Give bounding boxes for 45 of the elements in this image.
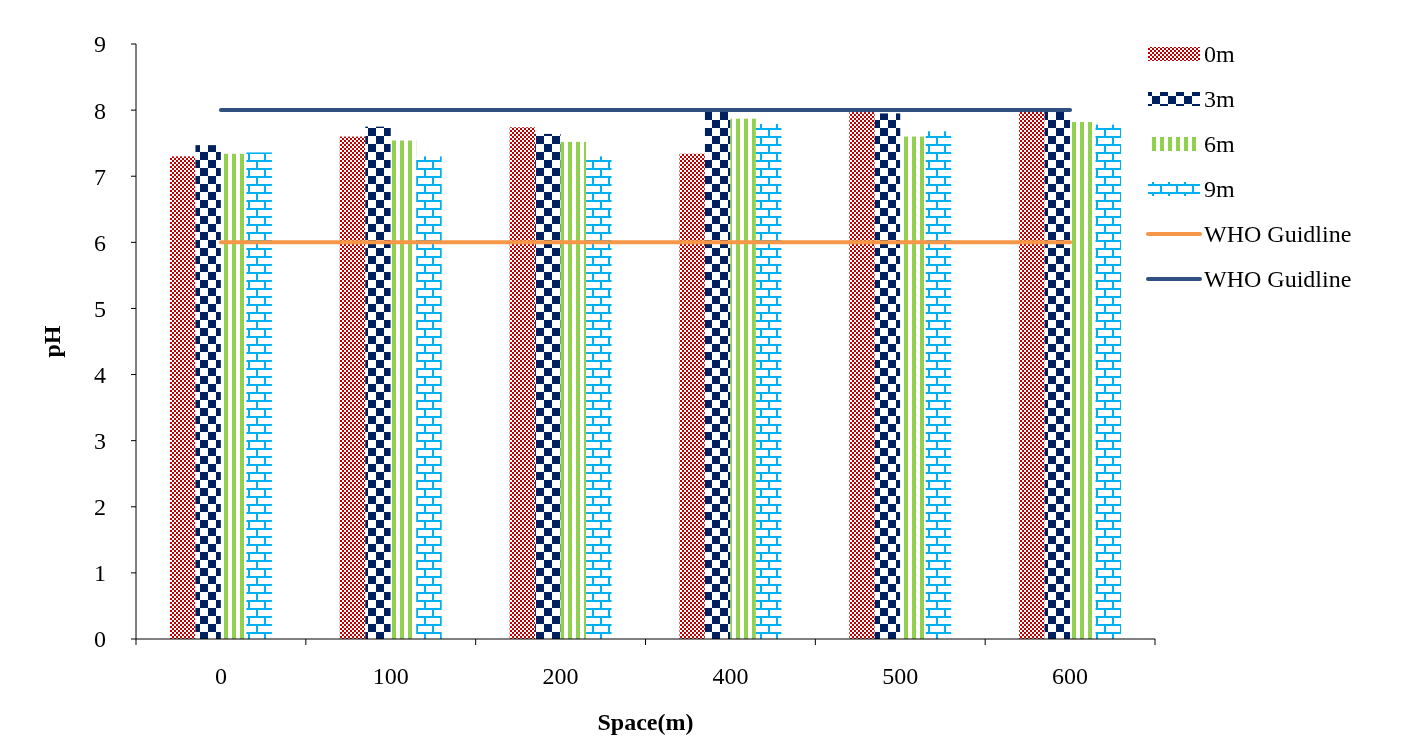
bar: [195, 145, 221, 639]
bar: [1044, 110, 1071, 639]
bar: [509, 127, 536, 639]
y-tick-label: 9: [94, 31, 106, 58]
y-axis-title: pH: [39, 325, 65, 358]
bar: [900, 136, 926, 639]
x-tick-label: 0: [214, 663, 227, 689]
bar: [849, 112, 875, 639]
bar: [365, 126, 391, 639]
x-axis-title: Space(m): [597, 709, 694, 735]
bar: [730, 118, 756, 639]
x-tick-label: 200: [542, 663, 579, 689]
y-tick-label: 2: [94, 494, 106, 521]
bar: [1095, 124, 1122, 639]
x-tick-label: 100: [372, 663, 409, 689]
bar: [169, 156, 196, 639]
x-tick-label: 500: [882, 663, 919, 689]
bar: [416, 156, 442, 639]
bar: [246, 152, 272, 639]
x-tick-label: 600: [1052, 663, 1089, 689]
y-tick-label: 0: [94, 626, 106, 653]
bar: [390, 140, 417, 639]
legend-label: 3m: [1204, 86, 1235, 113]
bar: [560, 141, 587, 639]
bar: [586, 156, 612, 639]
y-tick-label: 7: [94, 163, 106, 190]
y-tick-label: 5: [94, 295, 106, 322]
legend-label: WHO Guidline: [1204, 266, 1352, 293]
y-tick-label: 8: [94, 97, 106, 124]
legend-label: 6m: [1204, 131, 1235, 158]
bar: [704, 110, 731, 639]
legend-label: 9m: [1204, 176, 1235, 203]
bar: [339, 136, 366, 639]
legend-label: WHO Guidline: [1204, 221, 1352, 248]
legend-label: 0m: [1204, 41, 1235, 68]
bar: [1019, 110, 1045, 639]
y-tick-label: 3: [94, 428, 106, 455]
bar: [220, 153, 247, 639]
bar: [679, 153, 705, 639]
y-tick-label: 6: [94, 229, 106, 256]
y-tick-label: 4: [94, 361, 106, 388]
bar: [874, 113, 901, 639]
y-tick-label: 1: [94, 560, 106, 587]
bar: [535, 133, 561, 639]
x-tick-label: 400: [712, 663, 749, 689]
